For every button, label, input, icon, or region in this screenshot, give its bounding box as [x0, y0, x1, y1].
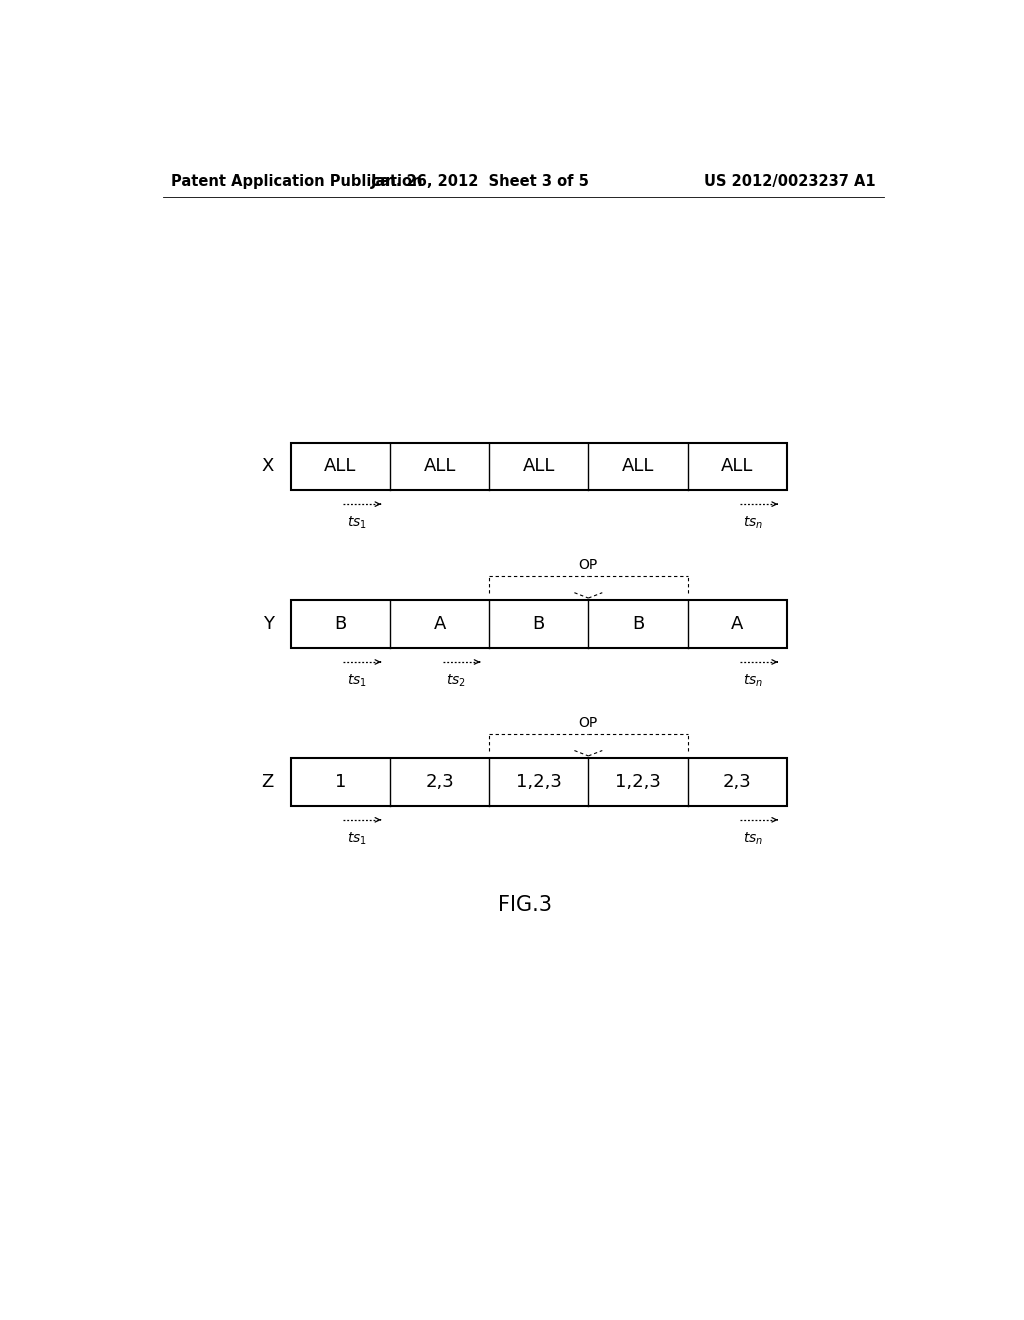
Text: X: X	[261, 458, 273, 475]
Text: 2,3: 2,3	[723, 774, 752, 791]
Text: Patent Application Publication: Patent Application Publication	[171, 174, 422, 189]
Text: $ts_{n}$: $ts_{n}$	[743, 673, 764, 689]
Text: ALL: ALL	[325, 458, 356, 475]
Text: $ts_{n}$: $ts_{n}$	[743, 515, 764, 532]
Bar	[291, 442, 786, 490]
Text: FIG.3: FIG.3	[498, 895, 552, 915]
Text: ALL: ALL	[622, 458, 654, 475]
Text: $ts_{2}$: $ts_{2}$	[445, 673, 466, 689]
Text: ALL: ALL	[721, 458, 754, 475]
Bar	[291, 601, 786, 648]
Text: $ts_{1}$: $ts_{1}$	[346, 515, 367, 532]
Text: US 2012/0023237 A1: US 2012/0023237 A1	[705, 174, 876, 189]
Bar	[291, 758, 786, 807]
Text: Jan. 26, 2012  Sheet 3 of 5: Jan. 26, 2012 Sheet 3 of 5	[371, 174, 590, 189]
Text: $ts_{n}$: $ts_{n}$	[743, 830, 764, 847]
Text: OP: OP	[579, 558, 598, 572]
Text: 1: 1	[335, 774, 346, 791]
Text: B: B	[532, 615, 545, 634]
Text: A: A	[433, 615, 445, 634]
Text: Z: Z	[261, 774, 273, 791]
Text: OP: OP	[579, 715, 598, 730]
Text: B: B	[334, 615, 346, 634]
Text: 2,3: 2,3	[425, 774, 454, 791]
Text: $ts_{1}$: $ts_{1}$	[346, 830, 367, 847]
Text: ALL: ALL	[423, 458, 456, 475]
Text: $ts_{1}$: $ts_{1}$	[346, 673, 367, 689]
Text: B: B	[632, 615, 644, 634]
Text: Y: Y	[263, 615, 273, 634]
Text: 1,2,3: 1,2,3	[615, 774, 660, 791]
Text: A: A	[731, 615, 743, 634]
Text: ALL: ALL	[522, 458, 555, 475]
Text: 1,2,3: 1,2,3	[516, 774, 562, 791]
